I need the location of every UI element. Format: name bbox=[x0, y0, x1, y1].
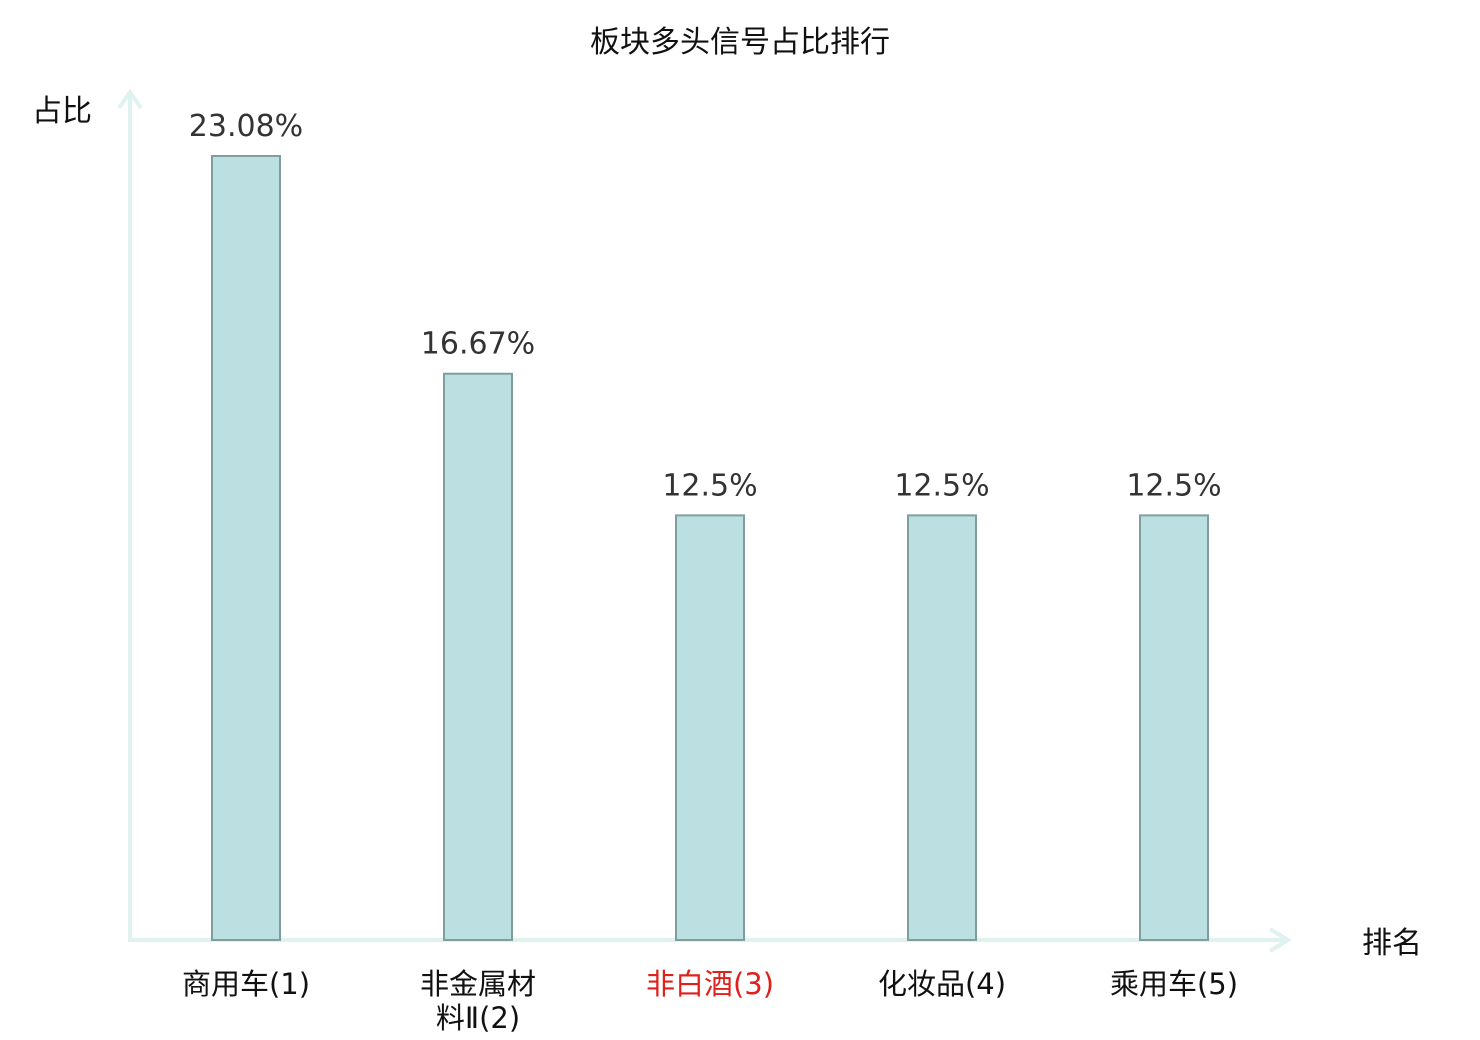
bar bbox=[675, 514, 745, 941]
x-axis-arrow-icon bbox=[1268, 927, 1292, 953]
value-labels-group: 23.08% 16.67% 12.5% 12.5% 12.5% bbox=[189, 109, 1222, 503]
category-label: 乘用车(5) bbox=[1110, 967, 1238, 1001]
category-label: 化妆品(4) bbox=[878, 967, 1006, 1001]
bar-value-label: 12.5% bbox=[662, 468, 757, 503]
bars-group bbox=[211, 155, 1209, 941]
bar bbox=[1139, 514, 1209, 941]
y-axis-label: 占比 bbox=[32, 94, 92, 129]
x-axis-label: 排名 bbox=[1362, 926, 1422, 961]
bar bbox=[443, 372, 513, 941]
y-axis-arrow-icon bbox=[117, 88, 143, 110]
chart-title: 板块多头信号占比排行 bbox=[590, 25, 890, 60]
bar bbox=[211, 155, 281, 941]
bar-value-label: 12.5% bbox=[1126, 468, 1221, 503]
category-label: 料Ⅱ(2) bbox=[436, 1001, 520, 1035]
category-label: 商用车(1) bbox=[182, 967, 310, 1001]
category-label: 非金属材 bbox=[420, 967, 536, 1001]
bar-value-label: 16.67% bbox=[421, 327, 535, 362]
bar bbox=[907, 514, 977, 941]
bar-value-label: 23.08% bbox=[189, 109, 303, 144]
category-label: 非白酒(3) bbox=[646, 967, 774, 1001]
bar-value-label: 12.5% bbox=[894, 468, 989, 503]
